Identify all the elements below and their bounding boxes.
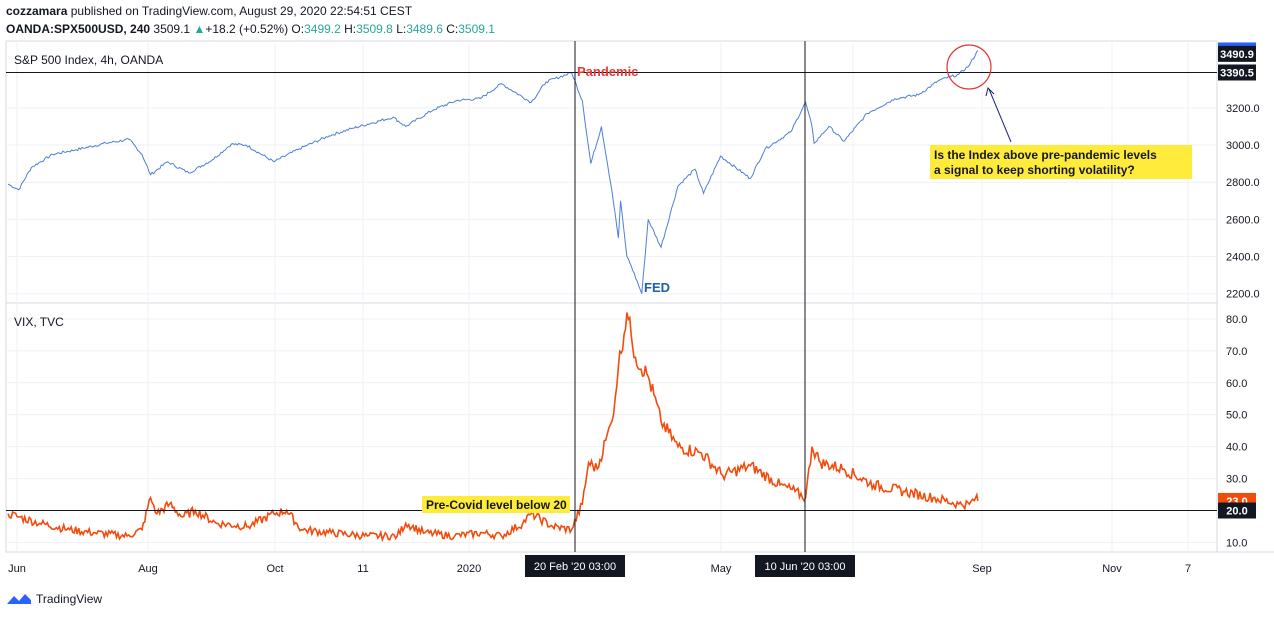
spx-tick-label: 3000.0	[1226, 140, 1260, 152]
crosshair-date-label-bg	[525, 555, 625, 577]
spx-tick-label: 2600.0	[1226, 214, 1260, 226]
symbol-info: OANDA:SPX500USD, 240 3509.1 ▲+18.2 (+0.5…	[6, 22, 495, 36]
vix-tick-label: 50.0	[1226, 410, 1247, 422]
highlight-circle	[946, 44, 992, 90]
vix-price-label-bg	[1218, 502, 1256, 519]
spx-price-label: 3490.9	[1220, 49, 1254, 61]
low-value: 3489.6	[406, 22, 443, 36]
spx-tick-label: 3200.0	[1226, 103, 1260, 115]
open-value: 3499.2	[304, 22, 341, 36]
last-price: 3509.1	[153, 22, 191, 36]
up-arrow-icon: ▲	[193, 22, 206, 36]
spx-price-label-bg	[1218, 45, 1256, 62]
x-tick-label: 7	[1185, 563, 1191, 575]
open-label: O:	[291, 22, 305, 36]
spx-price-label-bg	[1218, 64, 1256, 81]
author-name[interactable]: cozzamara	[6, 4, 68, 18]
publish-text: published on TradingView.com, August 29,…	[70, 4, 413, 18]
vix-series-line	[7, 312, 979, 543]
low-label: L:	[396, 22, 407, 36]
series-layer	[7, 50, 979, 543]
chart-border	[5, 40, 1218, 553]
spx-callout-line2: a signal to keep shorting volatility?	[934, 163, 1135, 177]
x-tick-label: Oct	[266, 563, 283, 575]
grid	[6, 41, 1217, 552]
vix-callout-text: Pre-Covid level below 20	[426, 498, 567, 512]
spx-tick-label: 2400.0	[1226, 252, 1260, 264]
x-tick-label: Jun	[8, 563, 26, 575]
high-value: 3509.8	[356, 22, 393, 36]
vix-tick-label: 30.0	[1226, 474, 1247, 486]
vix-tick-label: 60.0	[1226, 378, 1247, 390]
vix-callout-box	[422, 496, 570, 513]
vix-tick-label: 40.0	[1226, 442, 1247, 454]
symbol-name[interactable]: OANDA:SPX500USD, 240	[6, 22, 151, 36]
crosshair-date-label: 20 Feb '20 03:00	[534, 561, 616, 573]
x-tick-label: Nov	[1102, 563, 1122, 575]
high-label: H:	[344, 22, 357, 36]
publish-info: cozzamara published on TradingView.com, …	[6, 4, 412, 18]
vix-tick-label: 70.0	[1226, 346, 1247, 358]
vix-pane-title: VIX, TVC	[14, 315, 64, 329]
crosshair-date-label: 10 Jun '20 03:00	[764, 561, 845, 573]
fed-annotation: FED	[644, 280, 670, 295]
callout-arrowhead	[985, 87, 995, 97]
x-tick-label: Sep	[972, 563, 992, 575]
close-value: 3509.1	[458, 22, 495, 36]
spx-tick-label: 2800.0	[1226, 177, 1260, 189]
overlay-layer	[6, 41, 1217, 552]
brand-name: TradingView	[36, 592, 103, 606]
vix-price-label: 20.0	[1226, 506, 1247, 518]
tradingview-logo-icon	[7, 594, 31, 604]
pandemic-annotation: Pandemic	[577, 64, 638, 79]
axis-layer: 2200.02400.02600.02800.03000.03200.03509…	[8, 42, 1260, 577]
spx-callout-box	[930, 145, 1192, 179]
spx-callout-line1: Is the Index above pre-pandemic levels	[934, 148, 1157, 162]
vix-tick-label: 10.0	[1226, 537, 1247, 549]
x-tick-label: 2020	[457, 563, 481, 575]
vix-tick-label: 80.0	[1226, 314, 1247, 326]
callout-arrow	[988, 88, 1012, 143]
x-tick-label: Aug	[138, 563, 158, 575]
close-label: C:	[446, 22, 459, 36]
spx-price-label: 3390.5	[1220, 67, 1254, 79]
x-tick-label: l	[852, 563, 854, 575]
price-change: +18.2 (+0.52%)	[205, 22, 289, 36]
crosshair-date-label-bg	[755, 555, 855, 577]
spx-pane-title: S&P 500 Index, 4h, OANDA	[14, 53, 163, 67]
x-tick-label: May	[711, 563, 732, 575]
footer-brand[interactable]: TradingView	[6, 592, 102, 606]
spx-tick-label: 2200.0	[1226, 289, 1260, 301]
x-tick-label: 11	[357, 563, 368, 575]
spx-series-line	[7, 50, 979, 294]
